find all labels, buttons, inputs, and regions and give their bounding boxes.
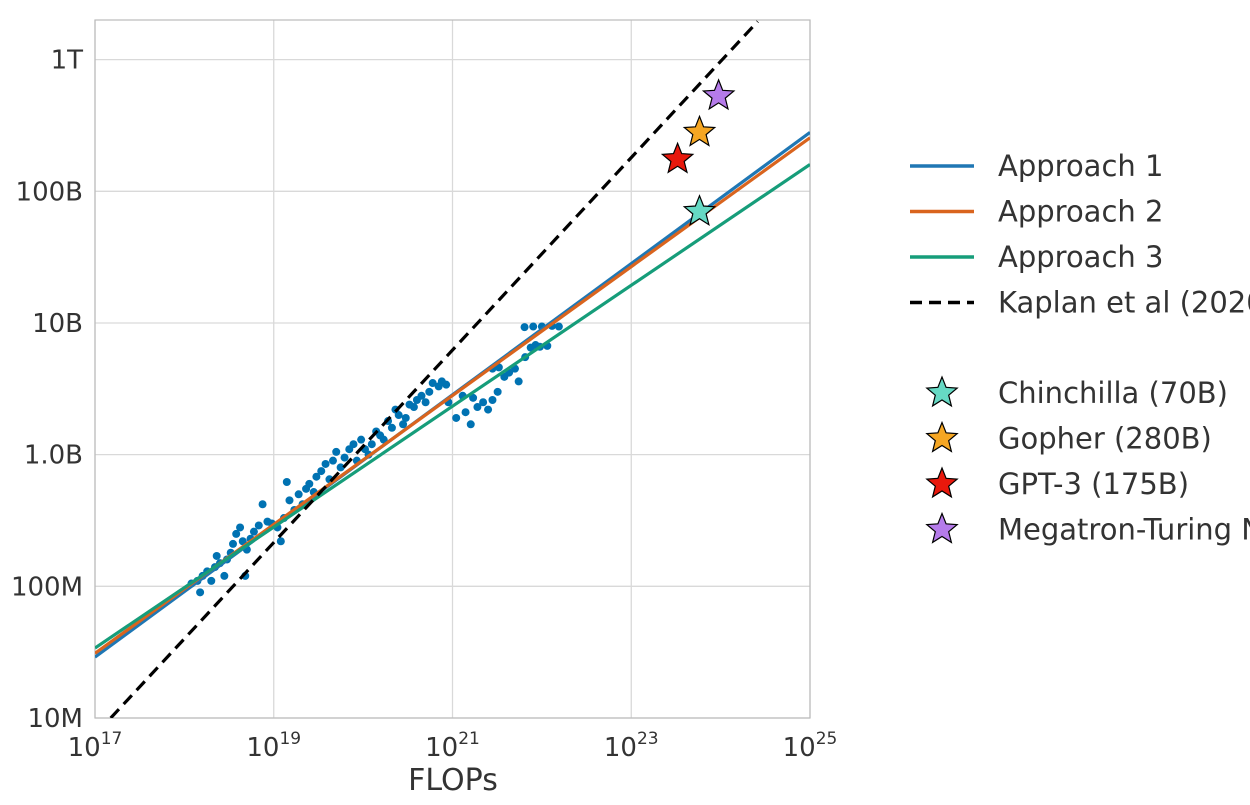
scatter-point xyxy=(488,396,497,405)
scatter-point xyxy=(321,459,330,468)
scatter-point xyxy=(349,440,358,449)
scatter-point xyxy=(317,467,326,476)
x-tick-label: 1017 xyxy=(68,729,123,763)
scatter-point xyxy=(452,413,461,422)
scatter-point xyxy=(357,435,366,444)
x-tick-label: 1021 xyxy=(425,729,480,763)
scatter-point xyxy=(229,539,238,548)
model-markers xyxy=(660,78,736,227)
scatter-point xyxy=(461,408,470,417)
star-megatron-turing-nlg-530b xyxy=(701,78,736,111)
star-gopher-280b xyxy=(682,114,717,147)
plot-frame xyxy=(94,19,811,719)
legend-star-handle xyxy=(925,511,959,544)
scatter-point xyxy=(232,529,241,538)
legend: Approach 1 Approach 2 Approach 3 Kaplan et … xyxy=(910,149,1250,547)
legend-label: Approach 1 xyxy=(998,149,1163,183)
legend-label: Megatron-Turing NLG (530B) xyxy=(998,513,1250,547)
y-tick-label: 10M xyxy=(27,704,83,734)
star-chinchilla-70b xyxy=(682,194,717,227)
scatter-point xyxy=(409,403,418,412)
scatter-point xyxy=(254,521,263,530)
scatter-point xyxy=(238,537,247,546)
scatter-point xyxy=(294,490,303,499)
legend-label: Approach 3 xyxy=(998,240,1163,274)
scatter-point xyxy=(336,463,345,472)
legend-star-handle xyxy=(925,420,959,453)
scatter-point xyxy=(493,387,502,396)
legend-label: Approach 2 xyxy=(998,195,1163,229)
scatter-point xyxy=(417,391,426,400)
scatter-point xyxy=(312,472,321,481)
scatter-point xyxy=(249,527,258,536)
scatter-point xyxy=(514,377,523,386)
scatter-point xyxy=(285,496,294,505)
y-tick-label: 10B xyxy=(32,309,83,339)
scatter-point xyxy=(479,398,488,407)
y-tick-label: 100B xyxy=(16,177,83,207)
scatter-point xyxy=(340,453,349,462)
scatter-point xyxy=(207,576,216,585)
scatter-point xyxy=(425,387,434,396)
scatter-point xyxy=(484,405,493,414)
scatter-point xyxy=(529,322,538,331)
scatter-point xyxy=(394,411,403,420)
x-axis-ticks: 1017 1019 1021 1023 1025 xyxy=(68,729,838,763)
scatter-point xyxy=(196,588,205,597)
legend-star-handle xyxy=(925,466,959,499)
scatter-point xyxy=(305,479,314,488)
legend-label: GPT-3 (175B) xyxy=(998,467,1189,501)
scatter-point xyxy=(466,420,475,429)
x-tick-label: 1025 xyxy=(783,729,838,763)
scatter-point xyxy=(428,379,437,388)
x-axis-label: FLOPs xyxy=(408,763,498,798)
y-tick-label: 100M xyxy=(11,572,83,602)
scatter-point xyxy=(328,456,337,465)
x-tick-label: 1023 xyxy=(604,729,659,763)
scatter-point xyxy=(469,393,478,402)
y-axis-ticks: 10M 100M 1.0B 10B 100B 1T xyxy=(11,46,83,734)
scatter-point xyxy=(399,420,408,429)
scatter-point xyxy=(332,447,341,456)
scatter-point xyxy=(421,398,430,407)
scatter-point xyxy=(554,322,563,331)
scatter-point xyxy=(220,571,229,580)
scatter-point xyxy=(442,380,451,389)
line-kaplan-et-al-2020 xyxy=(109,20,759,718)
scatter-point xyxy=(258,500,267,509)
y-tick-label: 1T xyxy=(51,46,84,76)
scatter-point xyxy=(379,435,388,444)
scatter-point xyxy=(387,423,396,432)
legend-star-handle xyxy=(925,375,959,408)
scatter-point xyxy=(276,537,285,546)
line-approach-3 xyxy=(95,163,810,650)
scatter-point xyxy=(401,413,410,422)
scatter-point xyxy=(473,403,482,412)
scatter-point xyxy=(236,523,245,532)
y-tick-label: 1.0B xyxy=(24,441,83,471)
scatter-point xyxy=(282,477,291,486)
scatter-point xyxy=(520,323,529,332)
star-gpt-3-175b xyxy=(660,141,695,174)
legend-label: Gopher (280B) xyxy=(998,422,1212,456)
scatter-point xyxy=(367,440,376,449)
legend-label: Chinchilla (70B) xyxy=(998,376,1228,410)
x-tick-label: 1019 xyxy=(246,729,301,763)
scatter-point xyxy=(212,551,221,560)
legend-label: Kaplan et al (2020) xyxy=(998,286,1250,320)
